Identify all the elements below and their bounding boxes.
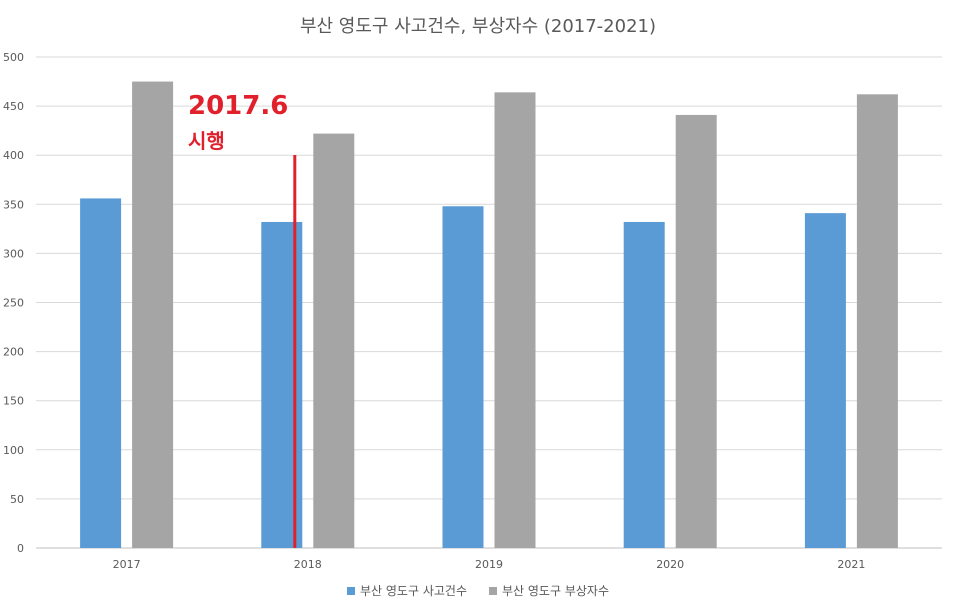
x-tick-label: 2019 <box>475 558 503 571</box>
legend-swatch-accidents <box>347 586 355 595</box>
bar-accidents <box>442 206 484 548</box>
y-tick-label: 250 <box>3 297 24 310</box>
x-tick-label: 2021 <box>837 558 865 571</box>
y-tick-label: 300 <box>3 247 24 260</box>
annotation-text: 시행 <box>188 129 225 153</box>
bar-injured <box>313 133 355 548</box>
x-tick-label: 2020 <box>656 558 684 571</box>
bar-accidents <box>804 213 846 548</box>
legend: 부산 영도구 사고건수 부산 영도구 부상자수 <box>0 582 956 599</box>
y-tick-label: 50 <box>10 493 24 506</box>
y-tick-label: 200 <box>3 346 24 359</box>
bar-injured <box>494 92 536 549</box>
y-tick-label: 450 <box>3 100 24 113</box>
y-tick-label: 0 <box>17 542 24 555</box>
y-tick-label: 400 <box>3 149 24 162</box>
legend-item-injured: 부산 영도구 부상자수 <box>489 582 609 599</box>
y-tick-label: 100 <box>3 444 24 457</box>
legend-swatch-injured <box>489 586 497 595</box>
bar-injured <box>132 81 174 549</box>
y-tick-label: 350 <box>3 198 24 211</box>
x-tick-label: 2018 <box>294 558 322 571</box>
bar-injured <box>856 94 898 548</box>
x-tick-label: 2017 <box>113 558 141 571</box>
annotation: 2017.6 시행 <box>188 91 297 548</box>
bar-accidents <box>623 221 665 548</box>
legend-item-accidents: 부산 영도구 사고건수 <box>347 582 467 599</box>
legend-label-accidents: 부산 영도구 사고건수 <box>360 584 467 598</box>
annotation-year: 2017.6 <box>188 91 288 121</box>
chart-title: 부산 영도구 사고건수, 부상자수 (2017-2021) <box>299 16 657 37</box>
y-axis-ticks: 0 50 100 150 200 250 300 350 400 450 500 <box>3 51 24 555</box>
bar-injured <box>675 114 717 549</box>
x-axis-ticks: 2017 2018 2019 2020 2021 <box>113 558 866 571</box>
gridlines <box>36 56 942 549</box>
y-tick-label: 500 <box>3 51 24 64</box>
y-tick-label: 150 <box>3 395 24 408</box>
legend-label-injured: 부산 영도구 부상자수 <box>502 584 609 598</box>
bar-accidents <box>80 198 122 548</box>
bars <box>80 81 898 549</box>
